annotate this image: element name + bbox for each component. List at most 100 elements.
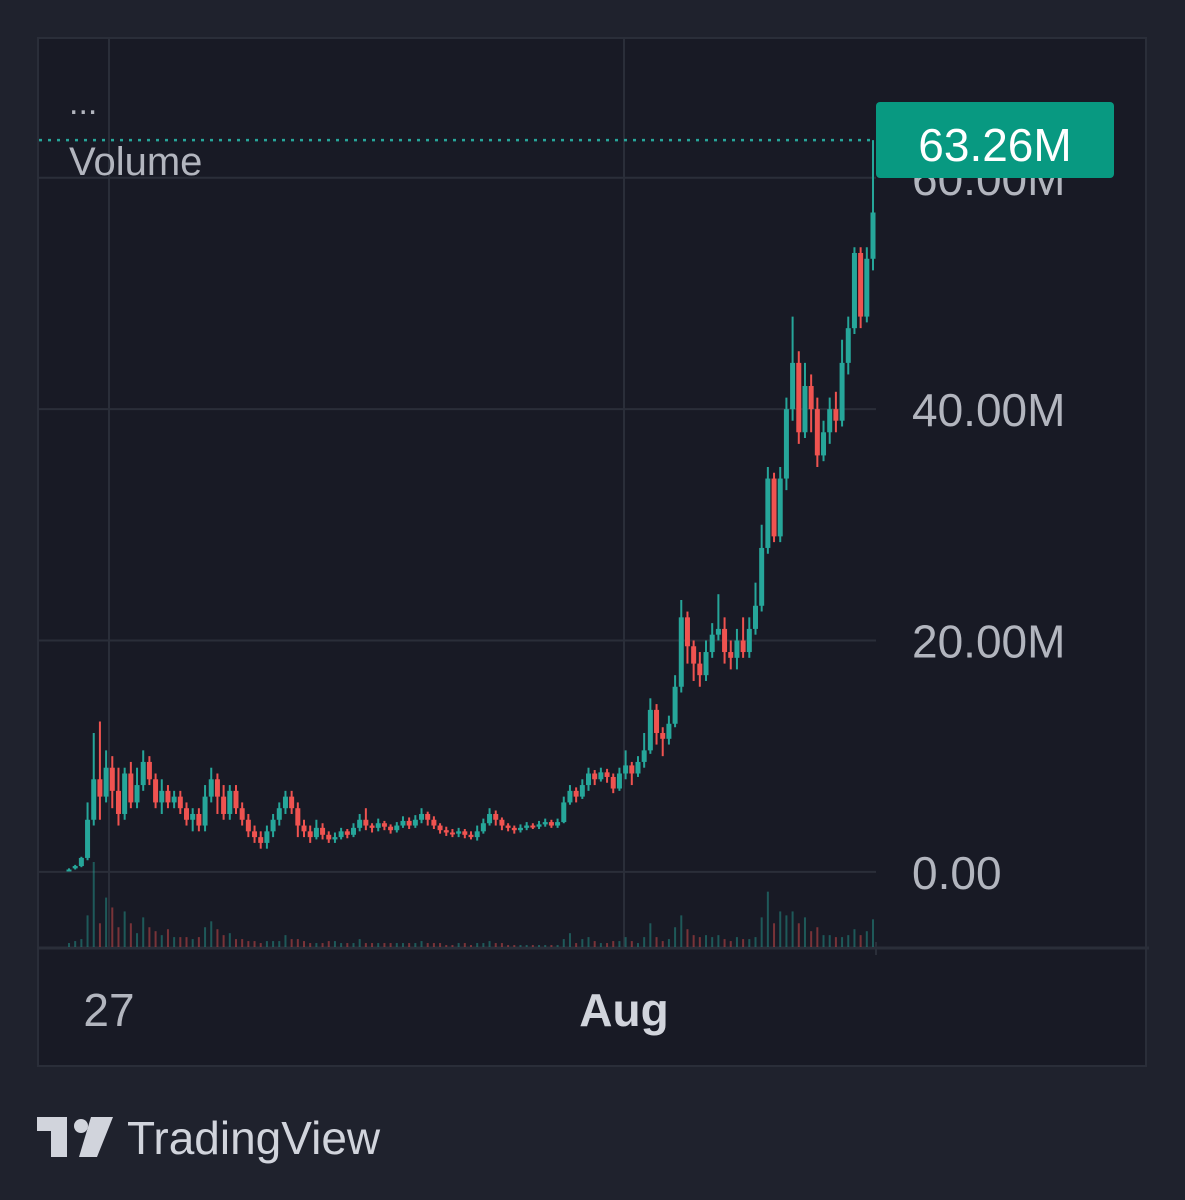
candle[interactable] bbox=[66, 868, 72, 872]
candle[interactable] bbox=[814, 397, 820, 467]
candle[interactable] bbox=[165, 785, 171, 809]
candle[interactable] bbox=[443, 826, 449, 836]
candle[interactable] bbox=[320, 823, 326, 840]
candle[interactable] bbox=[227, 785, 233, 820]
candle[interactable] bbox=[208, 767, 214, 803]
candle[interactable] bbox=[369, 823, 375, 833]
candle[interactable] bbox=[474, 825, 480, 841]
candle[interactable] bbox=[548, 819, 554, 828]
candle[interactable] bbox=[493, 810, 499, 826]
candle[interactable] bbox=[140, 750, 146, 791]
candle[interactable] bbox=[567, 785, 573, 805]
candle[interactable] bbox=[388, 824, 394, 834]
candle[interactable] bbox=[530, 823, 536, 830]
candle[interactable] bbox=[777, 466, 783, 543]
candle[interactable] bbox=[839, 339, 845, 427]
candle[interactable] bbox=[233, 785, 239, 814]
candle[interactable] bbox=[394, 822, 400, 833]
candle[interactable] bbox=[641, 733, 647, 768]
candle[interactable] bbox=[128, 761, 134, 809]
candle[interactable] bbox=[177, 790, 183, 814]
candle[interactable] bbox=[697, 652, 703, 687]
candle[interactable] bbox=[536, 820, 542, 830]
candle[interactable] bbox=[159, 779, 165, 814]
candle[interactable] bbox=[239, 802, 245, 826]
candle[interactable] bbox=[85, 802, 91, 861]
candle[interactable] bbox=[604, 768, 610, 783]
candle[interactable] bbox=[103, 750, 109, 803]
candle[interactable] bbox=[115, 767, 121, 826]
candle[interactable] bbox=[821, 420, 827, 462]
candle[interactable] bbox=[400, 816, 406, 828]
candle[interactable] bbox=[579, 779, 585, 799]
candle[interactable] bbox=[796, 351, 802, 444]
candle[interactable] bbox=[598, 767, 604, 782]
candle[interactable] bbox=[783, 397, 789, 491]
candle[interactable] bbox=[802, 362, 808, 439]
candle[interactable] bbox=[276, 802, 282, 826]
candle[interactable] bbox=[282, 790, 288, 814]
candle[interactable] bbox=[301, 819, 307, 838]
candle[interactable] bbox=[412, 815, 418, 828]
tradingview-brand[interactable]: TradingView bbox=[37, 1108, 380, 1168]
candle[interactable] bbox=[752, 582, 758, 635]
candle[interactable] bbox=[524, 822, 530, 831]
candle[interactable] bbox=[790, 316, 796, 421]
candle[interactable] bbox=[344, 829, 350, 839]
candle[interactable] bbox=[326, 831, 332, 843]
candle[interactable] bbox=[635, 756, 641, 777]
candle[interactable] bbox=[715, 594, 721, 641]
candle[interactable] bbox=[511, 825, 517, 834]
candle[interactable] bbox=[363, 808, 369, 831]
candle[interactable] bbox=[858, 247, 864, 329]
candle[interactable] bbox=[487, 808, 493, 826]
candle[interactable] bbox=[573, 787, 579, 803]
candle[interactable] bbox=[381, 820, 387, 831]
candle[interactable] bbox=[623, 750, 629, 780]
candle[interactable] bbox=[252, 825, 258, 843]
candle[interactable] bbox=[660, 727, 666, 757]
candle[interactable] bbox=[851, 247, 857, 334]
candle[interactable] bbox=[672, 675, 678, 728]
candle[interactable] bbox=[864, 247, 870, 323]
candle[interactable] bbox=[499, 817, 505, 831]
candle[interactable] bbox=[357, 813, 363, 832]
candle[interactable] bbox=[684, 611, 690, 664]
candle[interactable] bbox=[722, 617, 728, 664]
candle[interactable] bbox=[586, 767, 592, 791]
candle[interactable] bbox=[153, 773, 159, 809]
candle[interactable] bbox=[202, 785, 208, 832]
candle[interactable] bbox=[517, 824, 523, 833]
candle[interactable] bbox=[449, 829, 455, 838]
candle[interactable] bbox=[691, 640, 697, 681]
candle[interactable] bbox=[307, 825, 313, 843]
candle[interactable] bbox=[97, 721, 103, 820]
candle[interactable] bbox=[338, 827, 344, 840]
candle[interactable] bbox=[740, 617, 746, 658]
candle[interactable] bbox=[431, 816, 437, 830]
candle[interactable] bbox=[468, 831, 474, 840]
candle[interactable] bbox=[184, 802, 190, 826]
candle[interactable] bbox=[91, 733, 97, 826]
candle[interactable] bbox=[190, 808, 196, 832]
legend-menu-icon[interactable]: ... bbox=[69, 84, 97, 122]
candle[interactable] bbox=[350, 823, 356, 838]
candle[interactable] bbox=[375, 818, 381, 832]
candle[interactable] bbox=[480, 818, 486, 834]
candle[interactable] bbox=[505, 823, 511, 832]
candle[interactable] bbox=[542, 818, 548, 827]
candle[interactable] bbox=[437, 823, 443, 834]
candle[interactable] bbox=[827, 397, 833, 444]
candle[interactable] bbox=[765, 466, 771, 554]
candle[interactable] bbox=[332, 832, 338, 843]
candle[interactable] bbox=[592, 770, 598, 786]
candle[interactable] bbox=[196, 808, 202, 832]
candle[interactable] bbox=[678, 599, 684, 693]
candle[interactable] bbox=[654, 704, 660, 745]
candle[interactable] bbox=[122, 767, 128, 820]
candle[interactable] bbox=[270, 813, 276, 838]
candle[interactable] bbox=[406, 817, 412, 830]
candle[interactable] bbox=[561, 796, 567, 824]
chart-panel[interactable]: 0.00 20.00M 40.00M 60.00M ... Volume 63.26M… bbox=[37, 37, 1149, 1067]
candle[interactable] bbox=[425, 811, 431, 826]
